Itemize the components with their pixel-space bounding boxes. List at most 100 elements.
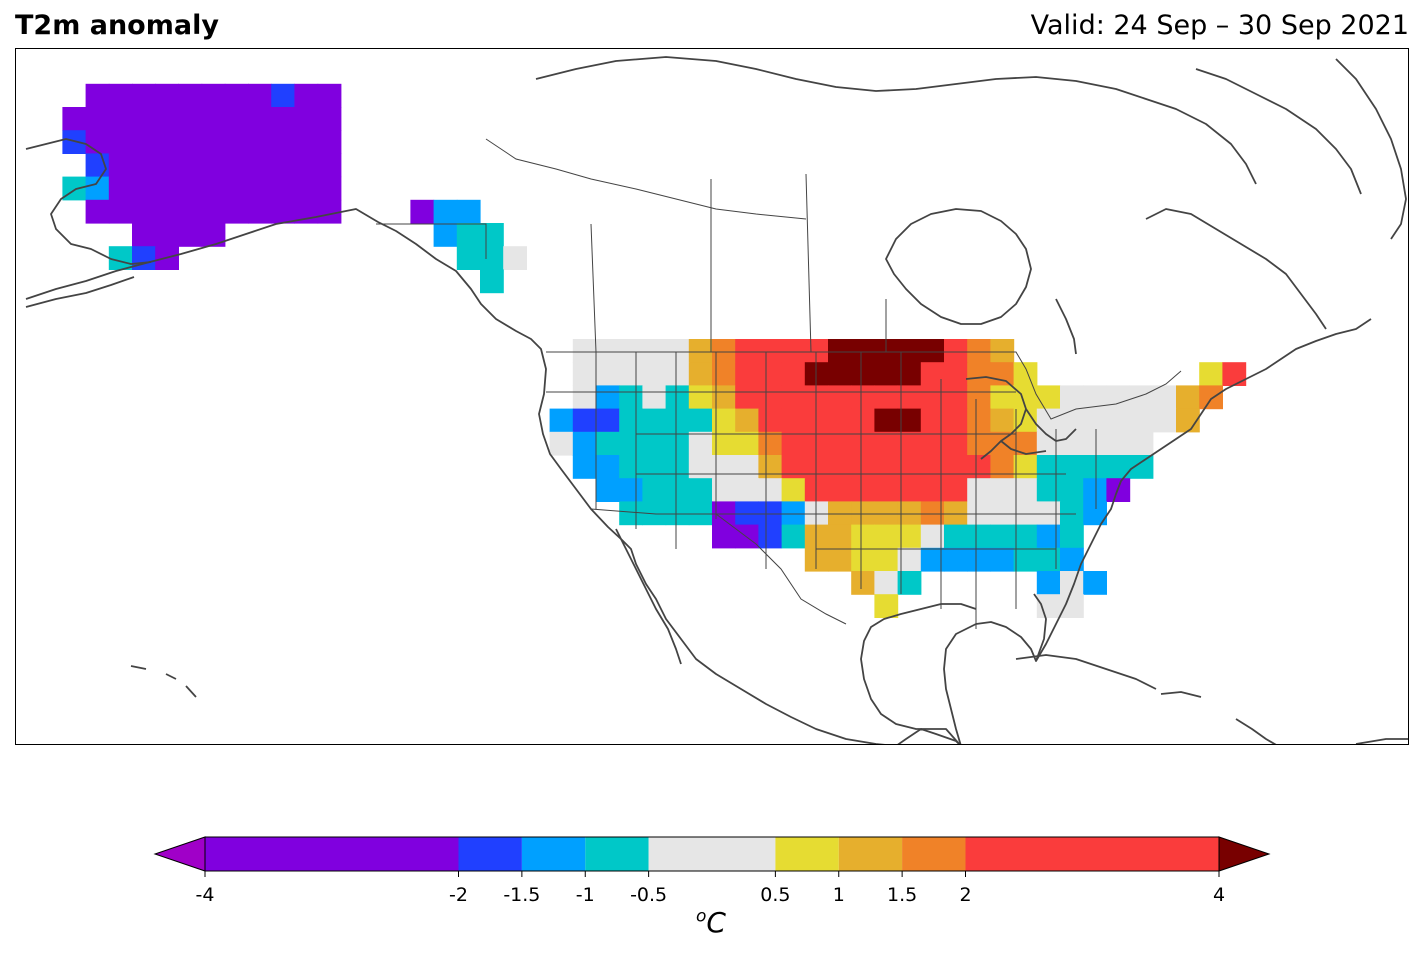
anomaly-cell <box>572 431 597 456</box>
anomaly-cell <box>735 478 759 502</box>
anomaly-cell <box>851 385 875 410</box>
anomaly-cell <box>920 362 945 386</box>
anomaly-cell <box>688 339 713 363</box>
anomaly-cell <box>596 385 620 410</box>
anomaly-cell <box>549 408 574 433</box>
anomaly-cell <box>1060 431 1084 456</box>
coastline-hudson-bay <box>885 208 1032 325</box>
anomaly-cell <box>874 524 899 549</box>
anomaly-cell <box>642 362 667 386</box>
map-title: T2m anomaly <box>15 10 219 41</box>
anomaly-cell <box>248 153 272 178</box>
anomaly-cell <box>132 130 156 154</box>
anomaly-cell <box>990 478 1015 502</box>
anomaly-cell <box>619 431 643 456</box>
anomaly-cell <box>758 385 783 410</box>
valid-date-range: Valid: 24 Sep – 30 Sep 2021 <box>1030 10 1409 41</box>
border-canada-provinces <box>485 138 887 353</box>
anomaly-cell <box>1060 524 1084 549</box>
degree-superscript: o <box>696 906 707 927</box>
anomaly-cell <box>456 223 481 247</box>
colorbar-bin <box>838 837 903 871</box>
anomaly-cell <box>990 362 1015 386</box>
anomaly-cell <box>62 130 87 154</box>
unit-letter: C <box>706 906 726 939</box>
anomaly-cell <box>804 547 829 572</box>
anomaly-cell <box>828 478 852 502</box>
anomaly-cell <box>851 478 875 502</box>
anomaly-cell <box>108 246 133 270</box>
anomaly-cell <box>1036 524 1061 549</box>
anomaly-cell <box>642 408 667 433</box>
anomaly-cell <box>1013 455 1038 479</box>
anomaly-cell <box>85 130 110 154</box>
anomaly-cell <box>619 478 643 502</box>
anomaly-cell <box>132 83 156 108</box>
anomaly-cell <box>944 339 968 363</box>
anomaly-cell <box>317 153 342 178</box>
anomaly-cell <box>294 83 319 108</box>
anomaly-cell <box>897 571 922 595</box>
anomaly-cell <box>619 339 643 363</box>
colorbar-bin <box>205 837 459 871</box>
anomaly-cell <box>317 199 342 224</box>
anomaly-cell <box>944 431 968 456</box>
anomaly-cell <box>758 478 783 502</box>
anomaly-cell <box>967 431 991 456</box>
coastline-gulf-west <box>860 603 977 744</box>
anomaly-cell <box>874 385 899 410</box>
colorbar-segments <box>153 836 1271 872</box>
anomaly-cell <box>132 199 156 224</box>
anomaly-cell <box>781 339 806 363</box>
anomaly-cell <box>990 455 1015 479</box>
anomaly-cell <box>781 362 806 386</box>
anomaly-cell <box>712 524 736 549</box>
anomaly-cell <box>596 339 620 363</box>
anomaly-cell <box>1083 478 1107 502</box>
anomaly-cell <box>155 83 179 108</box>
anomaly-cell <box>828 524 852 549</box>
colorbar-bin <box>648 837 776 871</box>
anomaly-cell <box>271 153 295 178</box>
anomaly-cell <box>178 176 203 201</box>
anomaly-cell <box>1013 478 1038 502</box>
anomaly-cell <box>1106 385 1131 410</box>
anomaly-cell <box>224 199 249 224</box>
anomaly-cell <box>712 501 736 526</box>
anomaly-cell <box>248 83 272 108</box>
anomaly-cell <box>828 501 852 526</box>
anomaly-cell <box>1013 362 1038 386</box>
anomaly-cell <box>271 199 295 224</box>
anomaly-cell <box>596 362 620 386</box>
coastline-alaska-west <box>25 138 152 265</box>
anomaly-cell <box>874 594 899 618</box>
anomaly-cell <box>642 339 667 363</box>
anomaly-cell <box>1036 547 1061 572</box>
colorbar-tick-label: 0.5 <box>760 884 790 906</box>
anomaly-cell <box>480 269 504 294</box>
anomaly-cell <box>1036 408 1061 433</box>
colorbar-frame <box>204 836 1220 872</box>
anomaly-cell <box>688 362 713 386</box>
anomaly-cell <box>433 223 458 247</box>
anomaly-cell <box>1013 501 1038 526</box>
anomaly-cell <box>735 362 759 386</box>
anomaly-cell <box>758 455 783 479</box>
border-us-states <box>546 352 1097 629</box>
border-us-canada <box>546 351 1182 420</box>
anomaly-cell <box>1036 455 1061 479</box>
anomaly-cell <box>1222 362 1247 386</box>
anomaly-cell <box>1106 455 1131 479</box>
anomaly-cell <box>224 107 249 131</box>
anomaly-cell <box>688 408 713 433</box>
colorbar-bin <box>902 837 966 871</box>
colorbar-tick-label: -2 <box>449 884 468 906</box>
anomaly-cell <box>851 547 875 572</box>
anomaly-cell <box>1129 455 1154 479</box>
anomaly-cell <box>619 501 643 526</box>
anomaly-cell <box>132 176 156 201</box>
anomaly-cell <box>317 83 342 108</box>
anomaly-cell <box>1176 385 1200 410</box>
anomaly-cell <box>688 455 713 479</box>
coastline-north-america <box>25 208 1408 744</box>
